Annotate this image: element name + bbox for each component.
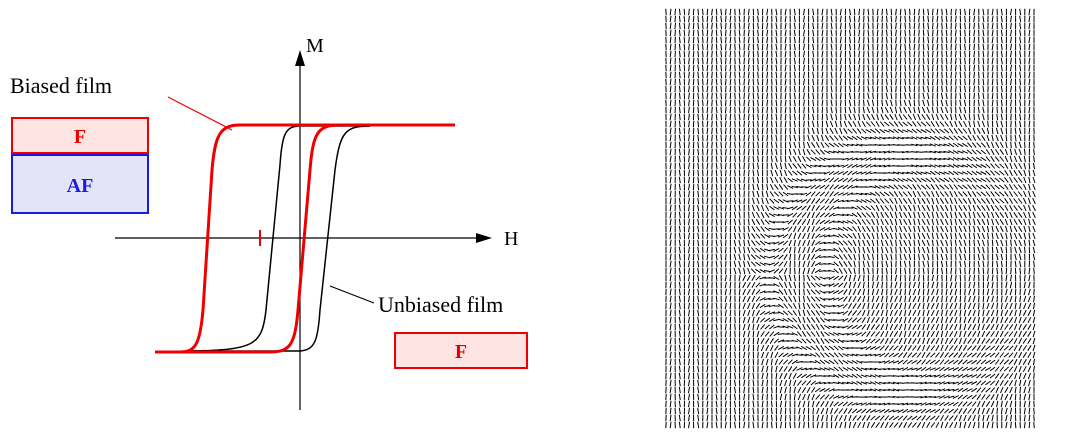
- unbiased-f-label: F: [455, 341, 467, 363]
- h-arrow: [476, 233, 492, 243]
- af-layer-label: AF: [67, 175, 94, 197]
- m-label: M: [306, 35, 324, 57]
- vector-field: [666, 9, 1036, 428]
- biased-label: Biased film: [10, 73, 112, 98]
- f-layer-label: F: [74, 126, 86, 148]
- figure: M H Biased film Unbiased film F AF F: [0, 0, 1075, 439]
- hysteresis-diagram: M H Biased film Unbiased film F AF F: [10, 35, 527, 410]
- m-arrow: [295, 50, 305, 66]
- h-label: H: [504, 228, 518, 250]
- unbiased-pointer: [330, 286, 374, 303]
- unbiased-label: Unbiased film: [378, 292, 503, 317]
- biased-pointer: [168, 97, 232, 130]
